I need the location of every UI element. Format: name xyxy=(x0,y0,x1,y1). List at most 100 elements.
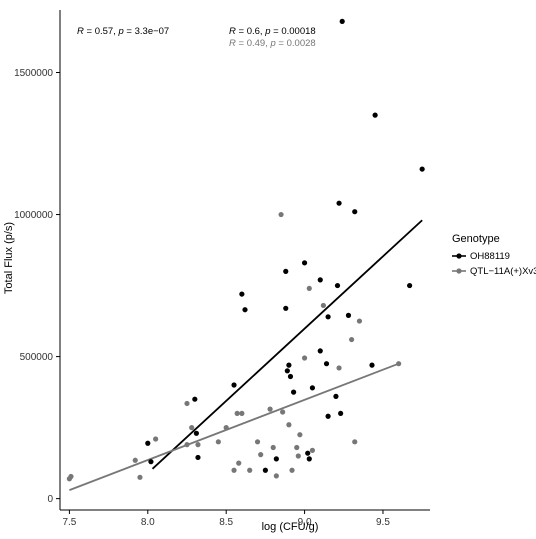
data-point-series-0 xyxy=(323,361,330,367)
y-tick-label: 1500000 xyxy=(14,68,53,79)
data-point-series-0 xyxy=(334,282,341,289)
data-point-series-1 xyxy=(301,355,308,361)
data-point-series-0 xyxy=(325,314,331,320)
data-point-series-1 xyxy=(349,336,355,343)
data-point-series-0 xyxy=(283,305,289,311)
data-point-series-1 xyxy=(195,442,201,448)
legend-label-qtl: QTL−11A(+)Xv3 xyxy=(470,266,536,277)
data-point-series-0 xyxy=(369,362,375,368)
data-point-series-0 xyxy=(336,200,342,206)
data-point-series-0 xyxy=(192,396,198,402)
data-point-series-1 xyxy=(258,452,264,458)
x-axis-title: log (CFU/g) xyxy=(262,521,319,533)
data-point-series-1 xyxy=(239,410,245,417)
data-point-series-1 xyxy=(236,460,242,466)
data-point-series-1 xyxy=(68,473,74,480)
legend-key-point-qtl xyxy=(456,268,462,274)
data-point-series-1 xyxy=(306,285,312,292)
data-point-series-0 xyxy=(145,440,151,446)
legend: Genotype OH88119 QTL−11A(+)Xv3 xyxy=(452,233,536,277)
data-point-series-1 xyxy=(254,439,261,445)
data-point-series-1 xyxy=(231,467,237,473)
x-tick-label: 7.5 xyxy=(62,517,76,528)
data-point-series-1 xyxy=(295,453,301,459)
data-point-series-0 xyxy=(305,450,311,456)
x-tick-label: 9.5 xyxy=(376,517,390,528)
data-point-series-0 xyxy=(325,413,331,419)
data-point-series-1 xyxy=(273,473,279,479)
data-point-series-1 xyxy=(184,442,190,448)
y-tick-label: 500000 xyxy=(20,352,54,363)
x-tick-label: 9.0 xyxy=(298,517,312,528)
data-point-series-0 xyxy=(148,459,154,465)
x-ticks: 7.5 8.0 8.5 9.0 9.5 xyxy=(62,510,390,528)
data-point-series-0 xyxy=(286,362,292,368)
data-points xyxy=(66,18,425,482)
data-point-series-0 xyxy=(352,209,358,215)
data-point-series-0 xyxy=(262,467,268,473)
data-point-series-1 xyxy=(309,447,316,453)
series0-correlation-annotation: R = 0.6, p = 0.00018 xyxy=(229,26,316,37)
data-point-series-1 xyxy=(137,474,143,480)
data-point-series-1 xyxy=(396,361,402,367)
legend-item-oh88119: OH88119 xyxy=(452,251,510,262)
data-point-series-0 xyxy=(195,454,201,461)
data-point-series-0 xyxy=(407,282,413,289)
data-point-series-0 xyxy=(242,307,248,313)
data-point-series-1 xyxy=(286,422,292,428)
overall-correlation-annotation: R = 0.57, p = 3.3e−07 xyxy=(77,26,169,37)
data-point-series-0 xyxy=(333,393,339,399)
data-point-series-1 xyxy=(215,439,221,445)
regression-line-series-0 xyxy=(151,219,423,470)
data-point-series-0 xyxy=(284,368,290,374)
legend-key-point-oh88119 xyxy=(456,253,462,259)
data-point-series-0 xyxy=(317,348,323,354)
regression-line-series-1 xyxy=(69,362,399,491)
regression-lines xyxy=(69,219,423,491)
data-point-series-1 xyxy=(336,365,342,371)
data-point-series-1 xyxy=(278,211,284,218)
y-axis-title: Total Flux (p/s) xyxy=(3,222,15,294)
data-point-series-1 xyxy=(297,432,303,438)
plot-area: 7.5 8.0 8.5 9.0 9.5 0 500000 1000000 1500000 xyxy=(14,10,430,528)
data-point-series-1 xyxy=(294,444,300,451)
data-point-series-1 xyxy=(223,425,229,431)
legend-title: Genotype xyxy=(452,233,500,245)
data-point-series-1 xyxy=(356,318,363,324)
data-point-series-1 xyxy=(184,400,190,407)
data-point-series-1 xyxy=(352,439,358,445)
y-tick-label: 0 xyxy=(47,494,53,505)
data-point-series-0 xyxy=(339,18,345,24)
data-point-series-1 xyxy=(267,406,273,412)
y-ticks: 0 500000 1000000 1500000 xyxy=(14,68,60,505)
data-point-series-0 xyxy=(317,277,323,283)
data-point-series-1 xyxy=(270,444,276,451)
data-point-series-1 xyxy=(234,410,240,417)
data-point-series-0 xyxy=(301,260,308,266)
data-point-series-1 xyxy=(289,467,295,473)
data-point-series-0 xyxy=(239,291,245,297)
data-point-series-0 xyxy=(273,456,279,462)
data-point-series-0 xyxy=(231,382,237,388)
x-tick-label: 8.5 xyxy=(219,517,233,528)
data-point-series-0 xyxy=(338,410,344,417)
legend-label-oh88119: OH88119 xyxy=(470,251,510,262)
data-point-series-0 xyxy=(306,456,312,462)
data-point-series-1 xyxy=(247,467,253,473)
series1-correlation-annotation: R = 0.49, p = 0.0028 xyxy=(229,38,316,49)
data-point-series-0 xyxy=(287,373,294,380)
data-point-series-1 xyxy=(280,409,286,415)
data-point-series-0 xyxy=(419,166,425,172)
legend-item-qtl: QTL−11A(+)Xv3 xyxy=(452,266,536,277)
data-point-series-0 xyxy=(345,312,352,318)
data-point-series-1 xyxy=(153,436,159,442)
data-point-series-0 xyxy=(372,112,378,118)
data-point-series-0 xyxy=(291,389,297,395)
data-point-series-1 xyxy=(132,457,138,463)
x-tick-label: 8.0 xyxy=(141,517,155,528)
data-point-series-1 xyxy=(189,425,195,431)
data-point-series-0 xyxy=(193,430,199,436)
data-point-series-0 xyxy=(283,268,289,274)
